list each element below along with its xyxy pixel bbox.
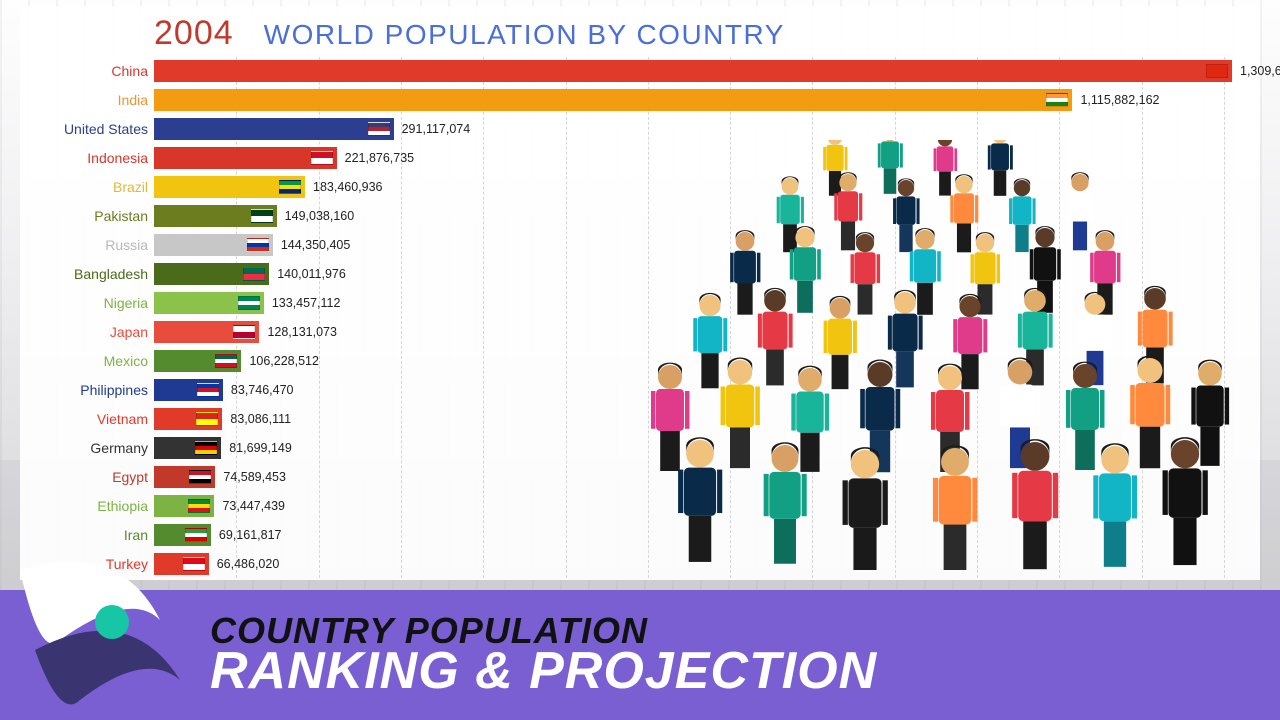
channel-logo-icon (0, 530, 200, 720)
population-value: 81,699,149 (221, 437, 292, 459)
bar (154, 118, 394, 140)
country-label: China (34, 63, 154, 79)
country-label: Ethiopia (34, 498, 154, 514)
bar (154, 437, 221, 459)
country-label: Brazil (34, 179, 154, 195)
flag-icon (368, 122, 390, 136)
flag-icon (279, 180, 301, 194)
population-value: 83,086,111 (222, 408, 291, 430)
bar (154, 147, 337, 169)
country-label: Bangladesh (34, 266, 154, 282)
population-value: 149,038,160 (277, 205, 355, 227)
flag-icon (238, 296, 260, 310)
flag-icon (1046, 93, 1068, 107)
bar-row: India 1,115,882,162 (34, 86, 1246, 114)
flag-icon (311, 151, 333, 165)
flag-icon (251, 209, 273, 223)
bar (154, 263, 269, 285)
population-value: 66,486,020 (209, 553, 280, 575)
country-label: Germany (34, 440, 154, 456)
bar-track: 1,115,882,162 (154, 89, 1246, 111)
country-label: Mexico (34, 353, 154, 369)
bar (154, 466, 215, 488)
bar (154, 379, 223, 401)
flag-icon (188, 499, 210, 513)
population-value: 1,115,882,162 (1072, 89, 1159, 111)
bar-row: United States 291,117,074 (34, 115, 1246, 143)
bar (154, 60, 1232, 82)
bar (154, 205, 277, 227)
chart-title: WORLD POPULATION BY COUNTRY (264, 19, 785, 51)
population-value: 140,011,976 (269, 263, 346, 285)
flag-icon (189, 470, 211, 484)
flag-icon (233, 325, 255, 339)
flag-icon (243, 267, 265, 281)
bar (154, 292, 264, 314)
population-value: 144,350,405 (273, 234, 351, 256)
flag-icon (215, 354, 237, 368)
country-label: Nigeria (34, 295, 154, 311)
bar (154, 321, 259, 343)
country-label: Indonesia (34, 150, 154, 166)
flag-icon (247, 238, 269, 252)
population-value: 1,309,664,918 (1232, 60, 1280, 82)
country-label: Japan (34, 324, 154, 340)
chart-header: 2004 WORLD POPULATION BY COUNTRY (154, 14, 1246, 53)
bar (154, 408, 222, 430)
population-value: 183,460,936 (305, 176, 383, 198)
population-value: 221,876,735 (337, 147, 415, 169)
population-value: 133,457,112 (264, 292, 341, 314)
flag-icon (196, 412, 218, 426)
bar-track: 291,117,074 (154, 118, 1246, 140)
population-value: 128,131,073 (259, 321, 337, 343)
bar (154, 234, 273, 256)
bar (154, 176, 305, 198)
flag-icon (197, 383, 219, 397)
country-label: Egypt (34, 469, 154, 485)
country-label: United States (34, 121, 154, 137)
country-label: Pakistan (34, 208, 154, 224)
flag-icon (195, 441, 217, 455)
year-label: 2004 (154, 14, 234, 53)
population-value: 69,161,817 (211, 524, 282, 546)
footer-banner: COUNTRY POPULATION RANKING & PROJECTION (0, 590, 1280, 720)
population-value: 73,447,439 (214, 495, 285, 517)
country-label: Philippines (34, 382, 154, 398)
country-label: Russia (34, 237, 154, 253)
people-crowd-illustration (630, 140, 1250, 570)
population-value: 74,589,453 (215, 466, 286, 488)
bar (154, 350, 241, 372)
bar (154, 89, 1072, 111)
population-value: 83,746,470 (223, 379, 294, 401)
footer-line-2: RANKING & PROJECTION (210, 645, 877, 697)
country-label: India (34, 92, 154, 108)
population-value: 291,117,074 (394, 118, 471, 140)
population-value: 106,228,512 (241, 350, 319, 372)
flag-icon (1206, 64, 1228, 78)
bar-track: 1,309,664,918 (154, 60, 1246, 82)
bar-row: China1,309,664,918 (34, 57, 1246, 85)
country-label: Vietnam (34, 411, 154, 427)
bar (154, 495, 214, 517)
footer-text: COUNTRY POPULATION RANKING & PROJECTION (210, 613, 877, 697)
